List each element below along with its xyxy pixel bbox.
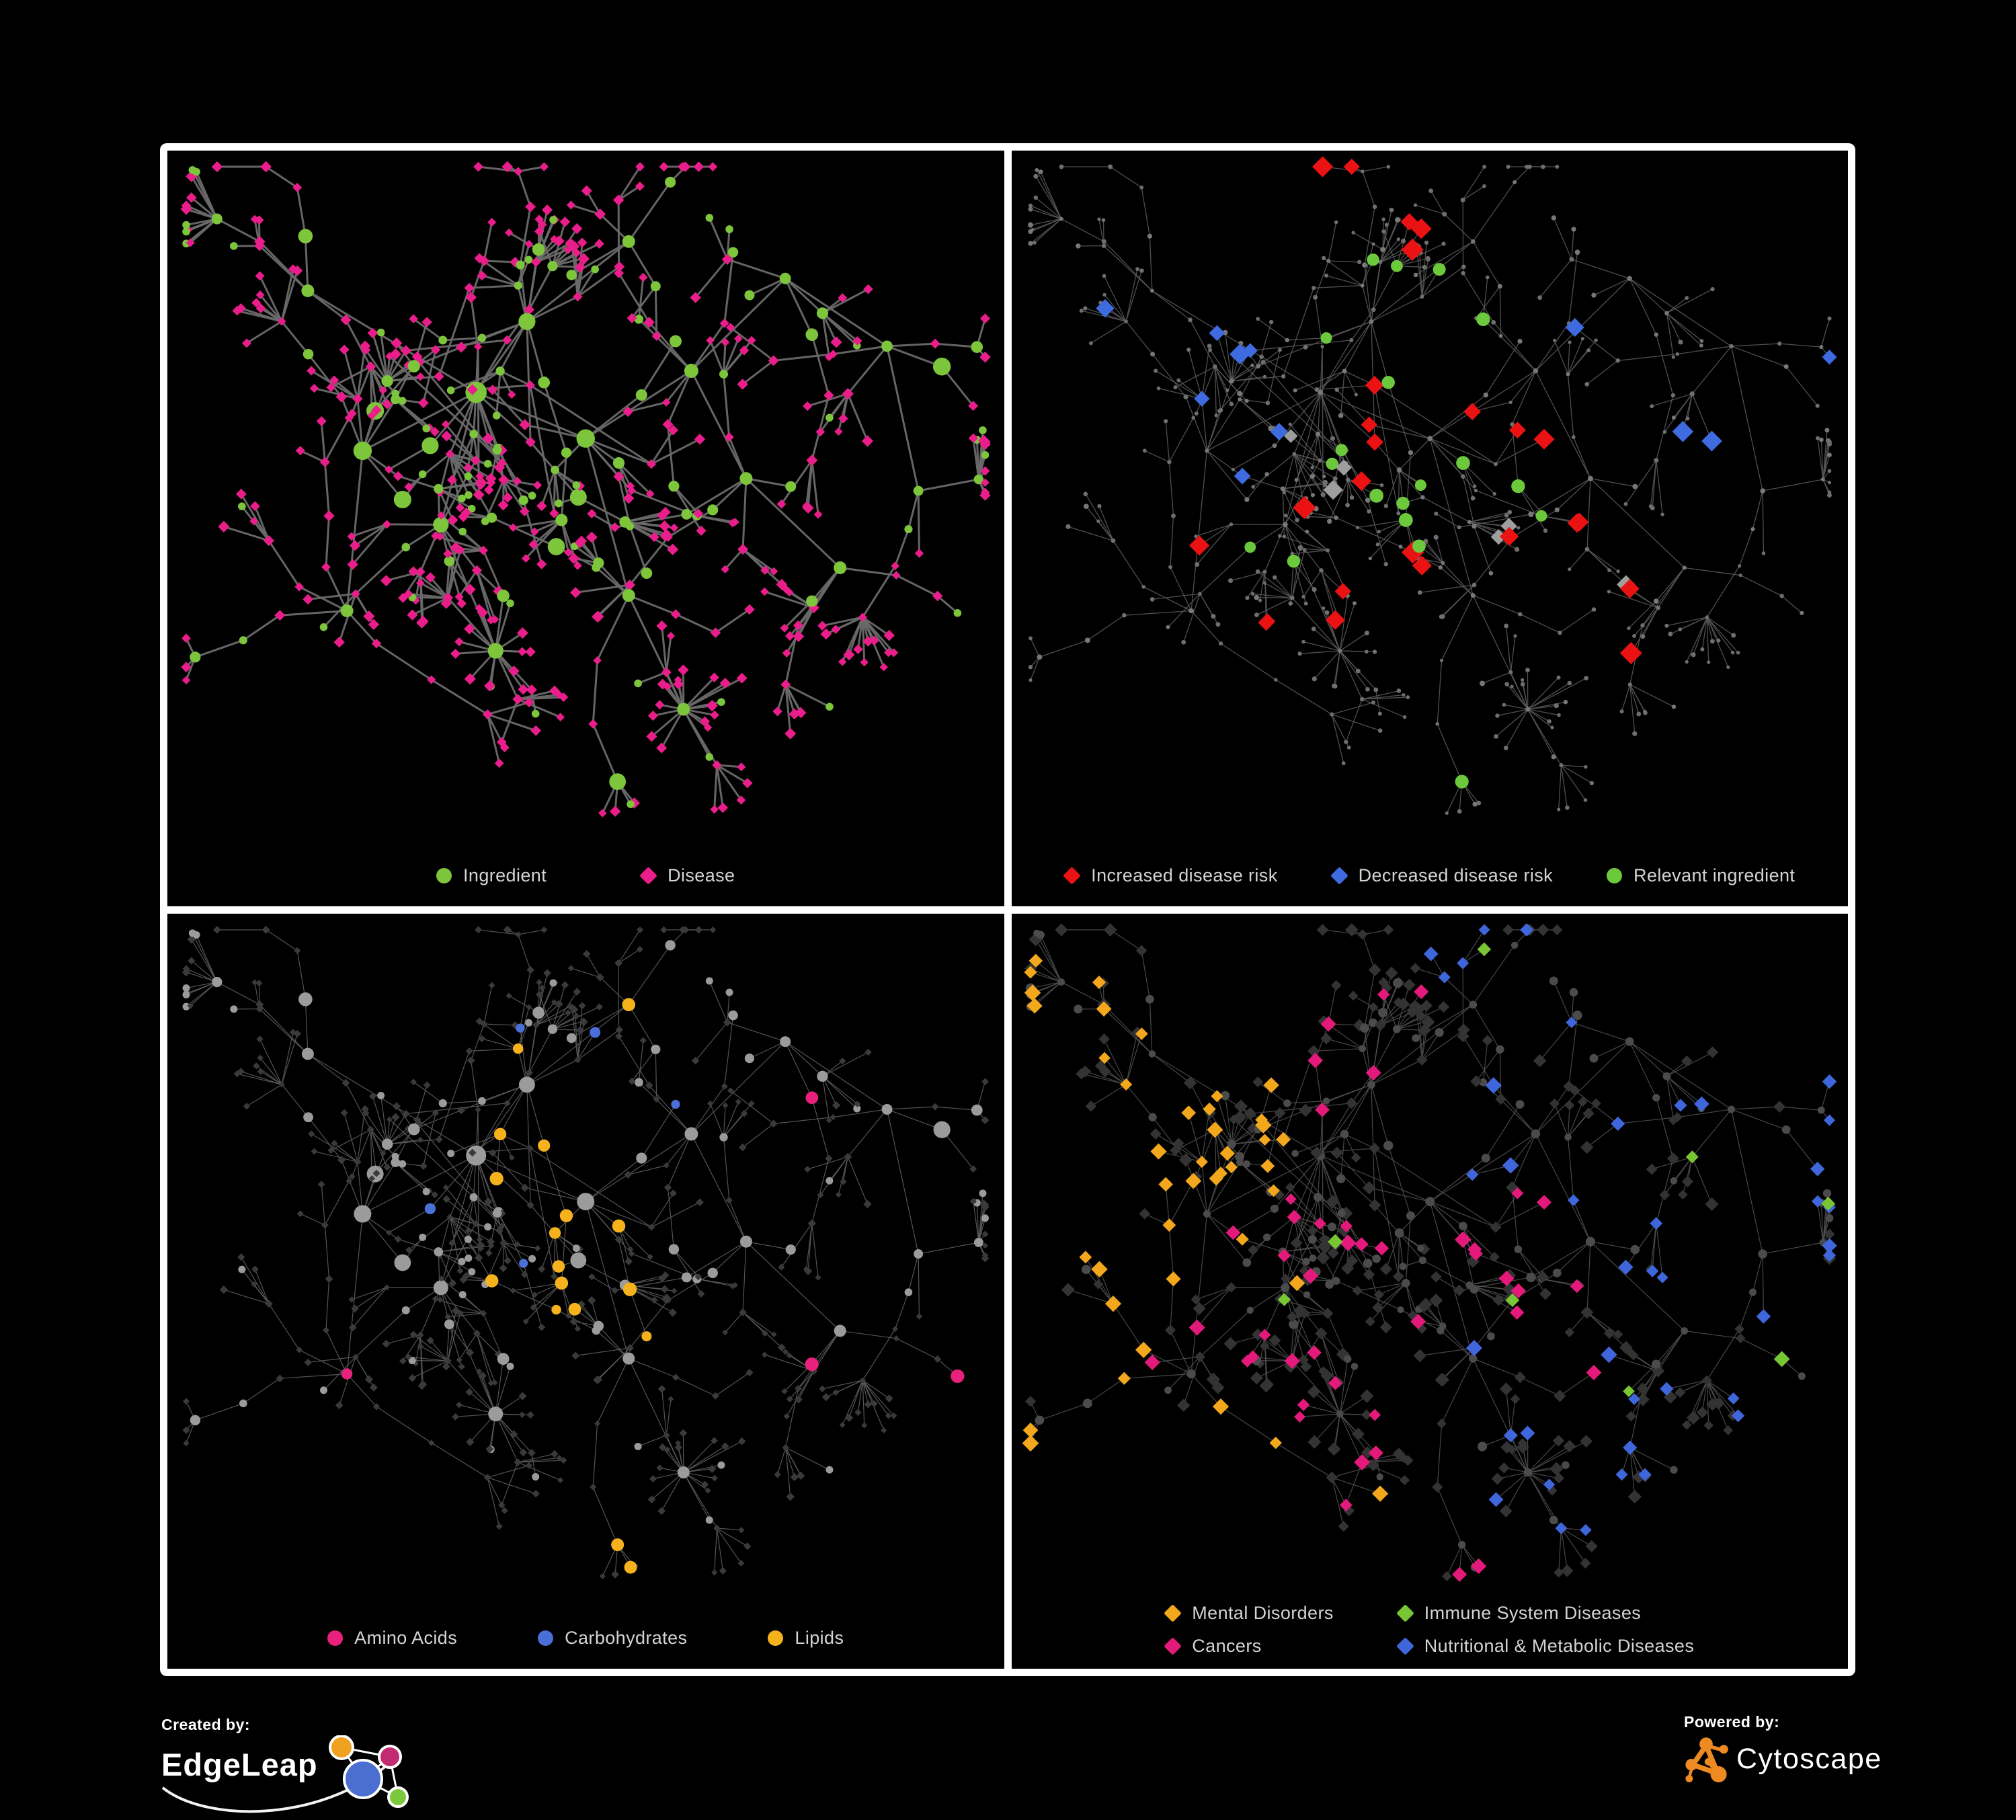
legend-label: Mental Disorders	[1192, 1603, 1334, 1623]
relevant-ingredient-swatch-icon	[1607, 867, 1623, 883]
cytoscape-brand-text: Cytoscape	[1736, 1742, 1882, 1775]
network-graph-ingredient-classes	[182, 925, 990, 1579]
legend-ingredient-classes: Amino Acids Carbohydrates Lipids	[167, 1628, 1004, 1649]
legend-label: Increased disease risk	[1091, 865, 1278, 885]
legend-label: Nutritional & Metabolic Diseases	[1424, 1636, 1695, 1656]
legend-label: Cancers	[1192, 1636, 1262, 1656]
legend-item-cancers: Cancers	[1164, 1636, 1333, 1657]
legend-label: Decreased disease risk	[1358, 865, 1554, 885]
carbohydrates-swatch-icon	[538, 1630, 554, 1646]
legend-item-mental-disorders: Mental Disorders	[1164, 1603, 1334, 1624]
panel-disease-risk: Increased disease risk Decreased disease…	[1011, 151, 1849, 906]
lipids-swatch-icon	[768, 1630, 784, 1646]
legend-label: Immune System Diseases	[1424, 1603, 1642, 1623]
decreased-risk-swatch-icon	[1330, 866, 1348, 885]
legend-item-lipids: Lipids	[768, 1628, 844, 1649]
cytoscape-logo-icon	[1685, 1737, 1728, 1782]
increased-risk-swatch-icon	[1063, 866, 1082, 885]
ingredient-swatch-icon	[436, 867, 452, 883]
legend-disease-risk: Increased disease risk Decreased disease…	[1012, 865, 1849, 886]
panel-grid: Ingredient Disease Increased disease ris…	[160, 143, 1855, 1676]
legend-item-relevant-ingredient: Relevant ingredient	[1607, 865, 1795, 886]
panel-ingredient-disease: Ingredient Disease	[167, 151, 1004, 906]
powered-by-block: Powered by:	[1684, 1713, 1882, 1782]
network-graph-disease-classes	[1022, 922, 1837, 1582]
created-by-label: Created by:	[161, 1716, 251, 1733]
legend-label: Relevant ingredient	[1634, 865, 1796, 885]
amino-acids-swatch-icon	[327, 1630, 344, 1646]
cytoscape-logo: Cytoscape	[1684, 1735, 1882, 1782]
legend-ingredient-disease: Ingredient Disease	[167, 865, 1004, 886]
legend-label: Ingredient	[463, 865, 547, 885]
cancers-swatch-icon	[1164, 1637, 1182, 1655]
legend-item-disease: Disease	[639, 865, 735, 886]
legend-item-amino-acids: Amino Acids	[327, 1628, 457, 1649]
legend-item-increased-risk: Increased disease risk	[1063, 865, 1278, 886]
edgeleap-logo-icon	[161, 1735, 409, 1813]
powered-by-label: Powered by:	[1684, 1713, 1780, 1731]
legend-disease-classes: Mental Disorders Immune System Diseases …	[1012, 1603, 1849, 1657]
immune-diseases-swatch-icon	[1396, 1604, 1414, 1622]
legend-label: Amino Acids	[354, 1628, 458, 1648]
legend-label: Carbohydrates	[565, 1628, 688, 1648]
edgeleap-brand-text: EdgeLeap	[161, 1747, 318, 1782]
mental-disorders-swatch-icon	[1164, 1604, 1182, 1622]
legend-item-decreased-risk: Decreased disease risk	[1330, 865, 1554, 886]
network-graph-ingredient-disease	[180, 161, 991, 818]
legend-item-ingredient: Ingredient	[436, 865, 547, 886]
panel-disease-classes: Mental Disorders Immune System Diseases …	[1011, 913, 1849, 1669]
panel-ingredient-classes: Amino Acids Carbohydrates Lipids	[167, 913, 1004, 1669]
legend-label: Lipids	[795, 1628, 844, 1648]
nutritional-metabolic-swatch-icon	[1396, 1637, 1414, 1655]
created-by-block: Created by: EdgeLeap	[161, 1716, 484, 1813]
edgeleap-logo: EdgeLeap	[161, 1735, 484, 1813]
legend-item-carbohydrates: Carbohydrates	[538, 1628, 687, 1649]
legend-item-immune-diseases: Immune System Diseases	[1396, 1603, 1694, 1624]
legend-label: Disease	[668, 865, 735, 885]
legend-item-nutritional-metabolic: Nutritional & Metabolic Diseases	[1396, 1636, 1695, 1657]
network-graph-disease-risk	[1027, 156, 1837, 816]
disease-swatch-icon	[639, 866, 657, 885]
